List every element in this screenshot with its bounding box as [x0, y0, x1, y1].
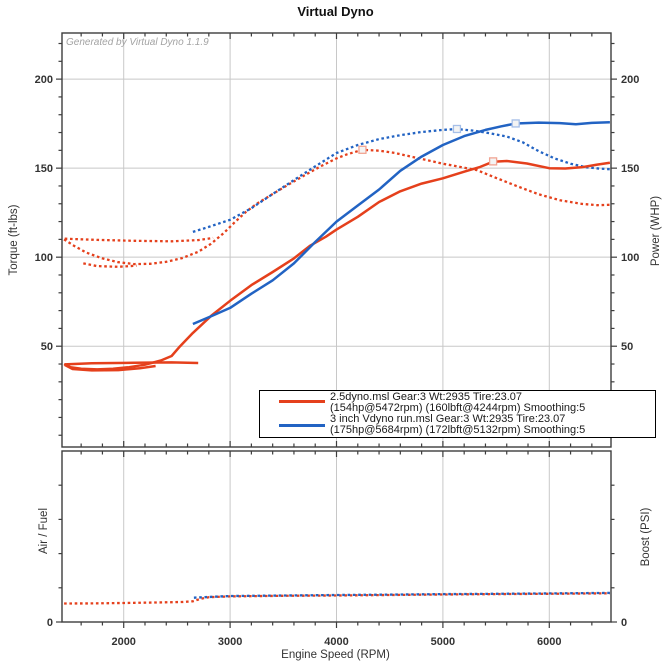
x-tick-label: 5000 [431, 636, 455, 648]
y-tick-label-right: 0 [621, 617, 627, 629]
y-tick-label-left: 0 [47, 617, 53, 629]
red-power-solid-curve [63, 159, 611, 371]
blue-airfuel-dotted-curve [193, 591, 610, 599]
y-tick-label-left: 50 [41, 341, 53, 353]
engine-speed-axis-label: Engine Speed (RPM) [281, 649, 390, 661]
red-torque-dotted-peak-marker [358, 145, 367, 154]
y-tick-label-right: 50 [621, 341, 633, 353]
legend-swatch-red-line [279, 400, 325, 403]
page-title: Virtual Dyno [297, 4, 374, 19]
x-tick-label: 4000 [324, 636, 348, 648]
blue-torque-dotted-peak-marker [452, 124, 462, 134]
power-axis-label: Power (WHP) [650, 195, 662, 267]
red-power-noise-upper-curve [64, 361, 199, 366]
red-airfuel-dotted-curve [64, 592, 610, 605]
x-tick-label: 6000 [537, 636, 561, 648]
y-tick-label-right: 150 [621, 163, 639, 175]
y-tick-label-left: 200 [35, 74, 53, 86]
legend-entry-blue-line2: (175hp@5684rpm) (172lbft@5132rpm) Smooth… [330, 423, 586, 436]
legend-entry-red-line1: 2.5dyno.msl Gear:3 Wt:2935 Tire:23.07 [330, 391, 522, 403]
boost-axis-label: Boost (PSI) [640, 507, 652, 567]
red-torque-dotted-curve [63, 148, 610, 266]
x-tick-label: 3000 [218, 636, 242, 648]
blue-power-solid-peak-marker [511, 119, 520, 128]
red-power-solid-peak-marker [488, 157, 498, 166]
y-tick-label-left: 150 [35, 163, 53, 175]
red-torque-noise-lower-curve [83, 262, 137, 268]
legend-entry-blue-line1: 3 inch Vdyno run.msl Gear:3 Wt:2935 Tire… [330, 412, 566, 425]
y-tick-label-left: 100 [35, 252, 53, 264]
y-tick-label-right: 200 [621, 74, 639, 86]
blue-power-solid-curve [192, 120, 610, 326]
legend-box: 2.5dyno.msl Gear:3 Wt:2935 Tire:23.07 (1… [259, 390, 656, 438]
watermark-text: Generated by Virtual Dyno 1.1.9 [66, 37, 209, 48]
blue-torque-dotted-curve [192, 127, 610, 233]
legend-swatch-blue-line [279, 424, 325, 427]
airfuel-axis-label: Air / Fuel [38, 507, 50, 555]
torque-axis-label: Torque (ft-lbs) [8, 204, 20, 276]
red-torque-noise-upper-curve [64, 236, 214, 243]
legend-entry-red-line2: (154hp@5472rpm) (160lbft@4244rpm) Smooth… [330, 401, 586, 414]
y-tick-label-right: 100 [621, 252, 639, 264]
x-tick-label: 2000 [111, 636, 135, 648]
